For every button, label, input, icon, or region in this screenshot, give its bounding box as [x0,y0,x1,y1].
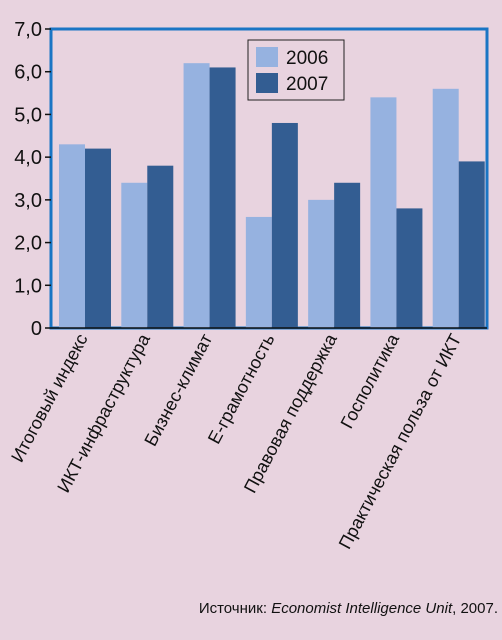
x-tick-label: Практическая польза от ИКТ [335,330,466,552]
source-italic: Economist Intelligence Unit [271,600,453,617]
bar-2007-4 [334,182,361,328]
bar-2006-2 [183,63,210,329]
bar-2006-4 [308,199,335,328]
legend-swatch-2006 [256,47,278,67]
bar-2006-5 [370,97,397,328]
bar-2006-6 [432,88,459,328]
x-tick-label: Госполитика [337,330,404,432]
bar-2007-5 [396,208,423,328]
x-tick-label: Е-грамотность [204,330,279,447]
legend-label-2007: 2007 [286,74,328,95]
y-tick-label: 0 [31,318,42,340]
bar-2006-1 [121,182,148,328]
source-suffix: , 2007. [452,600,498,617]
y-tick-label: 2,0 [14,233,42,255]
y-tick-label: 7,0 [14,19,42,41]
legend-label-2006: 2006 [286,48,328,69]
bar-2007-3 [271,122,298,328]
x-tick-label: Бизнес-климат [140,330,216,449]
bar-2007-6 [458,161,485,328]
bar-2007-1 [147,165,174,328]
source-prefix: Источник: [198,600,272,617]
bar-2006-0 [59,144,85,328]
bar-2006-3 [245,216,272,328]
y-tick-label: 4,0 [14,147,42,169]
source-note: Источник: Economist Intelligence Unit, 2… [199,600,498,617]
bar-2007-0 [85,148,111,328]
legend-swatch-2007 [256,73,278,93]
y-tick-label: 3,0 [14,190,42,212]
bar-2007-2 [209,67,236,328]
y-tick-label: 6,0 [14,62,42,84]
y-tick-label: 1,0 [14,275,42,297]
y-tick-label: 5,0 [14,104,42,126]
